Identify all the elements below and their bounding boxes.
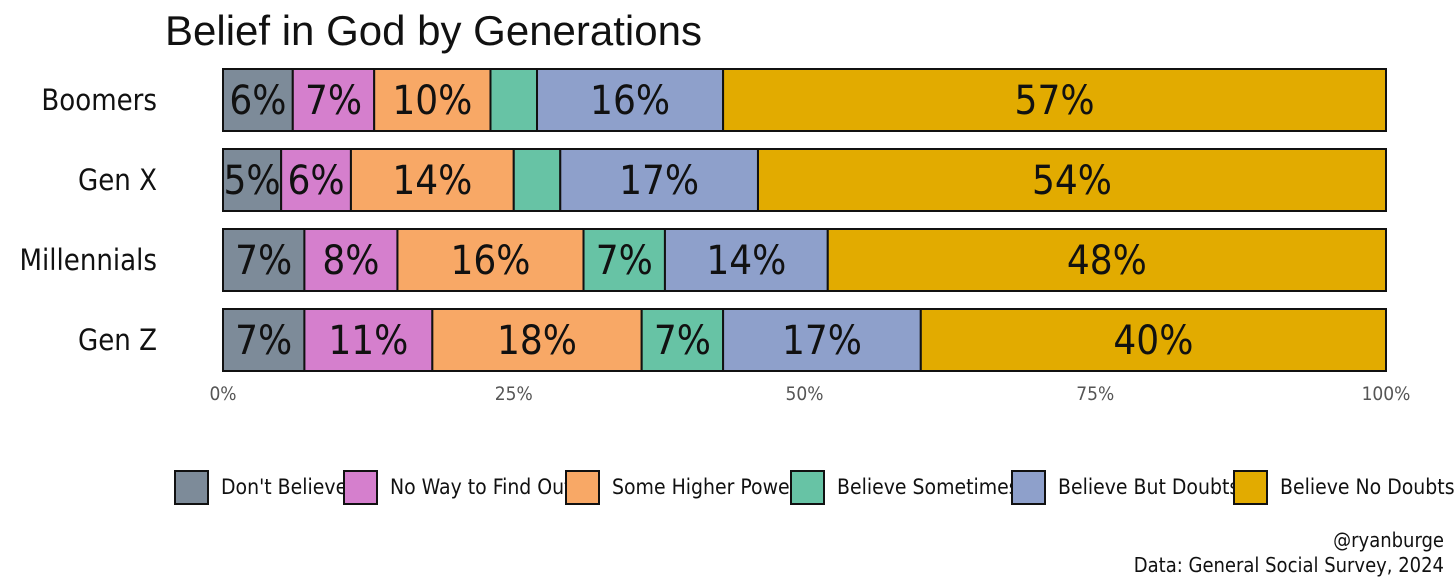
data-label-millennials-no-way-to-find-out: 8% bbox=[322, 238, 379, 284]
bar-millennials-no-way-to-find-out bbox=[303, 228, 399, 292]
legend-label-some-higher-power: Some Higher Power bbox=[612, 475, 798, 499]
bar-gen-z-some-higher-power bbox=[431, 308, 643, 372]
data-label-millennials-believe-sometimes: 7% bbox=[596, 238, 653, 284]
legend-swatch-some-higher-power bbox=[565, 470, 600, 505]
data-label-gen-x-believe-no-doubts: 54% bbox=[1032, 158, 1112, 204]
bars-group: Boomers 6% 7% 10% 16% 57%Gen X 5% 6% 14% 17% 54%Mi… bbox=[20, 68, 1387, 372]
data-label-gen-x-don-t-believe: 5% bbox=[224, 158, 281, 204]
data-label-boomers-no-way-to-find-out: 7% bbox=[305, 78, 362, 124]
x-tick-label: 75% bbox=[1076, 383, 1114, 405]
category-label-boomers: Boomers bbox=[41, 83, 157, 117]
legend-swatch-believe-no-doubts bbox=[1233, 470, 1268, 505]
chart-title: Belief in God by Generations bbox=[165, 7, 702, 54]
data-label-gen-x-some-higher-power: 14% bbox=[392, 158, 472, 204]
legend-swatch-believe-but-doubts bbox=[1011, 470, 1046, 505]
legend-label-believe-but-doubts: Believe But Doubts bbox=[1058, 475, 1239, 499]
bar-gen-x-don-t-believe bbox=[222, 148, 283, 212]
x-tick-label: 50% bbox=[786, 383, 824, 405]
bar-gen-z-believe-but-doubts bbox=[722, 308, 922, 372]
data-label-gen-z-some-higher-power: 18% bbox=[497, 318, 577, 364]
bar-millennials-believe-no-doubts bbox=[826, 228, 1387, 292]
bar-boomers-no-way-to-find-out bbox=[291, 68, 376, 132]
bar-boomers-don-t-believe bbox=[222, 68, 294, 132]
category-label-gen-z: Gen Z bbox=[78, 323, 157, 357]
bar-gen-x-some-higher-power bbox=[349, 148, 515, 212]
data-label-millennials-believe-but-doubts: 14% bbox=[706, 238, 786, 284]
bar-boomers-believe-no-doubts bbox=[722, 68, 1387, 132]
caption-source: Data: General Social Survey, 2024 bbox=[1134, 553, 1444, 577]
data-label-millennials-don-t-believe: 7% bbox=[235, 238, 292, 284]
bar-gen-x-believe-but-doubts bbox=[559, 148, 759, 212]
legend-swatch-no-way-to-find-out bbox=[343, 470, 378, 505]
bar-gen-z-no-way-to-find-out bbox=[303, 308, 434, 372]
data-label-gen-z-no-way-to-find-out: 11% bbox=[328, 318, 408, 364]
x-axis: 0% 25% 50% 75% 100% bbox=[209, 383, 1410, 405]
data-label-gen-x-believe-but-doubts: 17% bbox=[619, 158, 699, 204]
data-label-gen-z-believe-but-doubts: 17% bbox=[782, 318, 862, 364]
legend-swatch-don-t-believe bbox=[174, 470, 209, 505]
data-label-millennials-some-higher-power: 16% bbox=[450, 238, 530, 284]
data-label-millennials-believe-no-doubts: 48% bbox=[1067, 238, 1147, 284]
bar-gen-z-believe-no-doubts bbox=[919, 308, 1387, 372]
x-tick-label: 25% bbox=[495, 383, 533, 405]
legend-swatch-believe-sometimes bbox=[790, 470, 825, 505]
bar-boomers-believe-sometimes bbox=[489, 68, 539, 132]
legend: Don't Believe No Way to Find Out Some High… bbox=[174, 470, 1455, 505]
data-label-boomers-don-t-believe: 6% bbox=[229, 78, 286, 124]
data-label-gen-z-believe-no-doubts: 40% bbox=[1113, 318, 1193, 364]
data-label-gen-x-no-way-to-find-out: 6% bbox=[287, 158, 344, 204]
bar-millennials-some-higher-power bbox=[396, 228, 585, 292]
caption-handle: @ryanburge bbox=[1333, 528, 1444, 552]
legend-label-no-way-to-find-out: No Way to Find Out bbox=[390, 475, 572, 499]
data-label-boomers-some-higher-power: 10% bbox=[392, 78, 472, 124]
bar-gen-x-believe-sometimes bbox=[512, 148, 562, 212]
data-label-gen-z-believe-sometimes: 7% bbox=[654, 318, 711, 364]
x-tick-label: 100% bbox=[1362, 383, 1411, 405]
bar-boomers-some-higher-power bbox=[373, 68, 492, 132]
bar-millennials-believe-sometimes bbox=[582, 228, 666, 292]
x-tick-label: 0% bbox=[209, 383, 236, 405]
bar-gen-z-believe-sometimes bbox=[640, 308, 725, 372]
category-label-millennials: Millennials bbox=[20, 243, 157, 277]
data-label-gen-z-don-t-believe: 7% bbox=[235, 318, 292, 364]
data-label-boomers-believe-no-doubts: 57% bbox=[1015, 78, 1095, 124]
bar-gen-x-believe-no-doubts bbox=[756, 148, 1387, 212]
category-label-gen-x: Gen X bbox=[78, 163, 157, 197]
legend-label-believe-no-doubts: Believe No Doubts bbox=[1280, 475, 1455, 499]
legend-label-believe-sometimes: Believe Sometimes bbox=[837, 475, 1019, 499]
bar-gen-z-don-t-believe bbox=[222, 308, 306, 372]
bar-gen-x-no-way-to-find-out bbox=[280, 148, 352, 212]
data-label-boomers-believe-but-doubts: 16% bbox=[590, 78, 670, 124]
legend-label-don-t-believe: Don't Believe bbox=[221, 475, 347, 499]
